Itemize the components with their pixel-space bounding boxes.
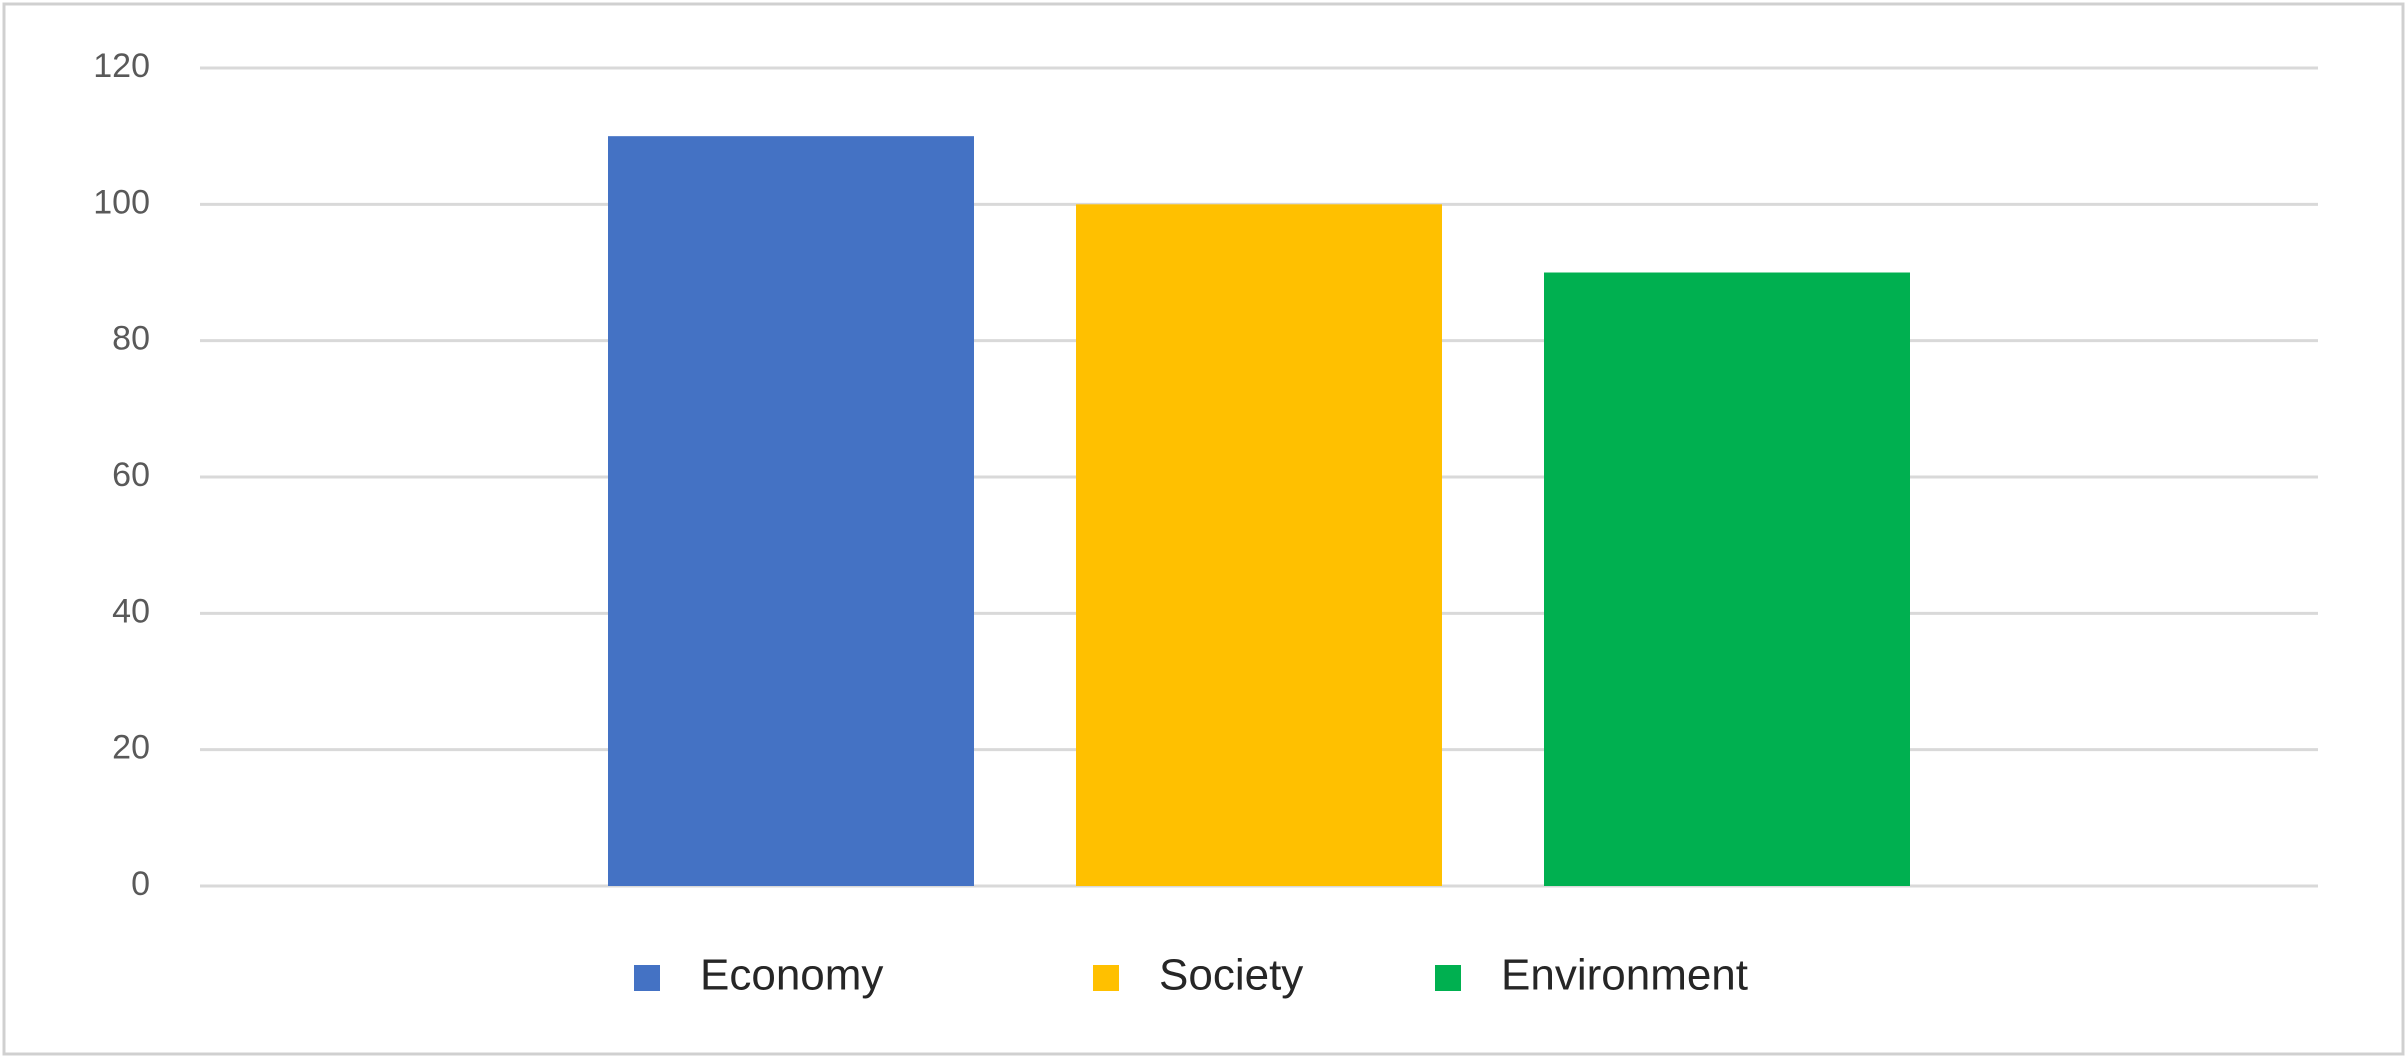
y-tick-label: 100 bbox=[93, 183, 150, 221]
legend-label: Economy bbox=[700, 951, 883, 1000]
legend-swatch bbox=[1093, 965, 1119, 991]
legend-label: Environment bbox=[1501, 951, 1748, 1000]
legend-swatch bbox=[634, 965, 660, 991]
y-tick-label: 0 bbox=[131, 865, 150, 903]
legend-label: Society bbox=[1159, 951, 1303, 1000]
bar bbox=[608, 136, 974, 886]
y-tick-label: 80 bbox=[112, 320, 150, 358]
y-tick-label: 60 bbox=[112, 456, 150, 494]
y-tick-label: 40 bbox=[112, 592, 150, 630]
legend-swatch bbox=[1435, 965, 1461, 991]
y-tick-label: 120 bbox=[93, 47, 150, 85]
y-tick-label: 20 bbox=[112, 729, 150, 767]
bar bbox=[1076, 204, 1442, 887]
bar bbox=[1544, 272, 1910, 886]
